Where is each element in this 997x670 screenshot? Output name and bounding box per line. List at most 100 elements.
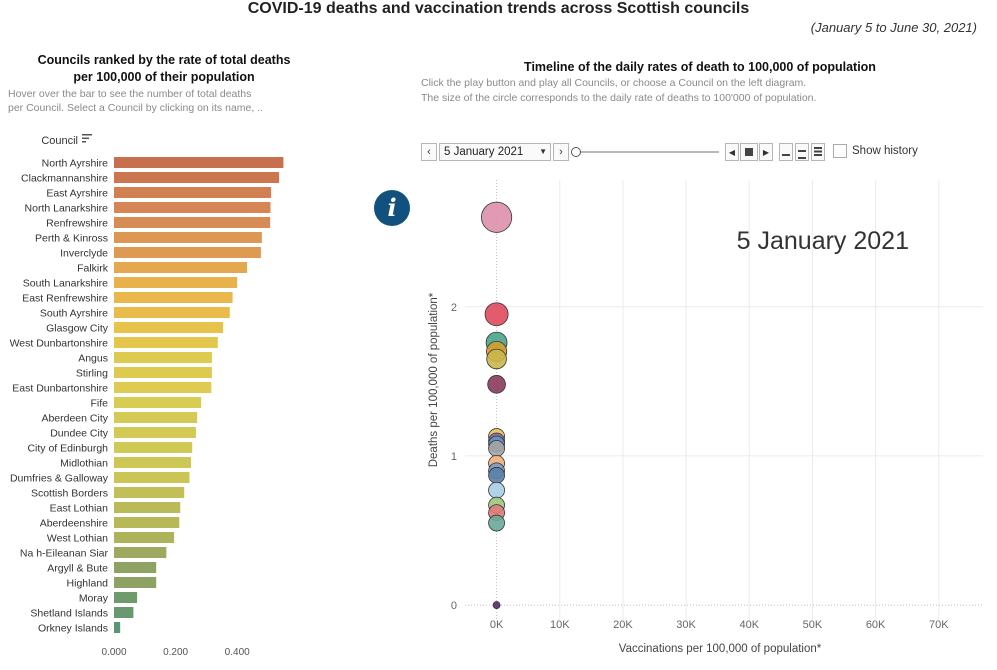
council-label[interactable]: South Lanarkshire [23,278,108,290]
council-label[interactable]: South Ayrshire [40,308,108,320]
council-bar[interactable] [114,307,230,318]
y-tick-label: 1 [451,451,457,463]
council-bar[interactable] [114,457,191,468]
council-bar[interactable] [114,517,180,528]
prev-date-button[interactable]: ‹ [421,143,437,161]
council-bar[interactable] [114,292,233,303]
council-label[interactable]: East Renfrewshire [22,293,108,305]
council-label[interactable]: Scottish Borders [31,488,108,500]
council-bar[interactable] [114,322,224,333]
council-label[interactable]: Renfrewshire [46,218,108,230]
council-bubble[interactable] [486,348,507,370]
council-bar[interactable] [114,577,157,588]
step-back-button[interactable]: ◀ [725,143,739,161]
council-label[interactable]: Midlothian [60,458,108,470]
speed-fast-button[interactable] [811,143,825,161]
council-label[interactable]: Na h-Eileanan Siar [20,548,109,560]
show-history-checkbox[interactable] [833,144,847,158]
council-bar[interactable] [114,247,261,258]
council-label[interactable]: Perth & Kinross [35,233,108,245]
step-forward-icon: ▶ [762,148,770,157]
speed-slow-button[interactable] [779,143,793,161]
council-bar[interactable] [114,232,262,243]
sort-line-1 [82,134,92,136]
council-bar[interactable] [114,277,238,288]
timeline-hint-line2: The size of the circle corresponds to th… [421,92,817,104]
council-label[interactable]: Argyll & Bute [47,563,108,575]
chevron-left-icon: ‹ [427,146,431,158]
council-bar[interactable] [114,202,271,213]
council-label[interactable]: City of Edinburgh [27,443,108,455]
council-bar[interactable] [114,592,138,603]
council-bar[interactable] [114,397,202,408]
council-bar[interactable] [114,472,190,483]
council-bubble[interactable] [484,302,509,327]
council-bar[interactable] [114,502,181,513]
sort-descending-icon[interactable] [82,134,92,143]
council-bubble[interactable] [488,514,505,532]
x-tick-label: 60K [866,619,886,631]
date-slider-knob[interactable] [571,147,581,157]
council-bar[interactable] [114,607,134,618]
council-label[interactable]: North Lanarkshire [25,203,109,215]
ranking-chart-hint: Hover over the bar to see the number of … [8,87,298,115]
council-label[interactable]: Glasgow City [46,323,109,335]
council-label[interactable]: East Dunbartonshire [12,383,108,395]
y-tick-label: 0 [451,600,457,612]
council-bar[interactable] [114,172,280,183]
council-bubble[interactable] [488,466,505,484]
council-bubble[interactable] [481,201,513,233]
council-label[interactable]: Angus [78,353,108,365]
council-label[interactable]: Inverclyde [60,248,108,260]
council-bar[interactable] [114,352,212,363]
speed-medium-button[interactable] [795,143,809,161]
council-bar[interactable] [114,187,272,198]
council-bubble[interactable] [487,375,506,394]
council-label[interactable]: East Lothian [50,503,109,515]
council-label[interactable]: Shetland Islands [30,608,108,620]
speed-medium-icon [798,150,806,159]
council-bar[interactable] [114,262,248,273]
council-bar[interactable] [114,487,185,498]
council-label[interactable]: Aberdeen City [41,413,108,425]
council-bar[interactable] [114,532,175,543]
council-label[interactable]: West Dunbartonshire [10,338,109,350]
council-bar[interactable] [114,217,271,228]
council-bar[interactable] [114,622,121,633]
council-label[interactable]: Highland [67,578,109,590]
council-label[interactable]: East Ayrshire [46,188,108,200]
council-bar[interactable] [114,157,284,168]
council-label[interactable]: Clackmannanshire [21,173,108,185]
council-bar[interactable] [114,367,212,378]
council-label[interactable]: Stirling [76,368,108,380]
council-label[interactable]: West Lothian [47,533,108,545]
council-label[interactable]: North Ayrshire [42,158,108,170]
council-bar[interactable] [114,442,193,453]
council-bar[interactable] [114,547,167,558]
council-bar[interactable] [114,337,218,348]
council-label[interactable]: Dumfries & Galloway [10,473,109,485]
council-label[interactable]: Moray [79,593,109,605]
council-bubble[interactable] [488,481,505,499]
speed-slow-icon [782,154,790,156]
stop-button[interactable] [740,143,758,161]
council-bar[interactable] [114,562,157,573]
playback-controls: ‹ 5 January 2021 ▼ › ◀ ▶ Show history [421,143,921,163]
council-bubble[interactable] [492,601,501,609]
date-slider-track[interactable] [577,151,719,153]
date-dropdown-value: 5 January 2021 [444,146,524,158]
info-icon[interactable]: i [374,190,410,226]
date-dropdown[interactable]: 5 January 2021 ▼ [439,143,551,161]
council-label[interactable]: Aberdeenshire [40,518,108,530]
council-label[interactable]: Dundee City [50,428,109,440]
council-bar[interactable] [114,427,196,438]
council-label[interactable]: Falkirk [77,263,109,275]
council-bar[interactable] [114,412,198,423]
y-tick-label: 2 [451,302,457,314]
council-label[interactable]: Orkney Islands [38,623,108,635]
council-bar[interactable] [114,382,212,393]
council-bubble[interactable] [488,440,505,457]
step-forward-button[interactable]: ▶ [759,143,773,161]
next-date-button[interactable]: › [553,143,569,161]
council-label[interactable]: Fife [90,398,108,410]
